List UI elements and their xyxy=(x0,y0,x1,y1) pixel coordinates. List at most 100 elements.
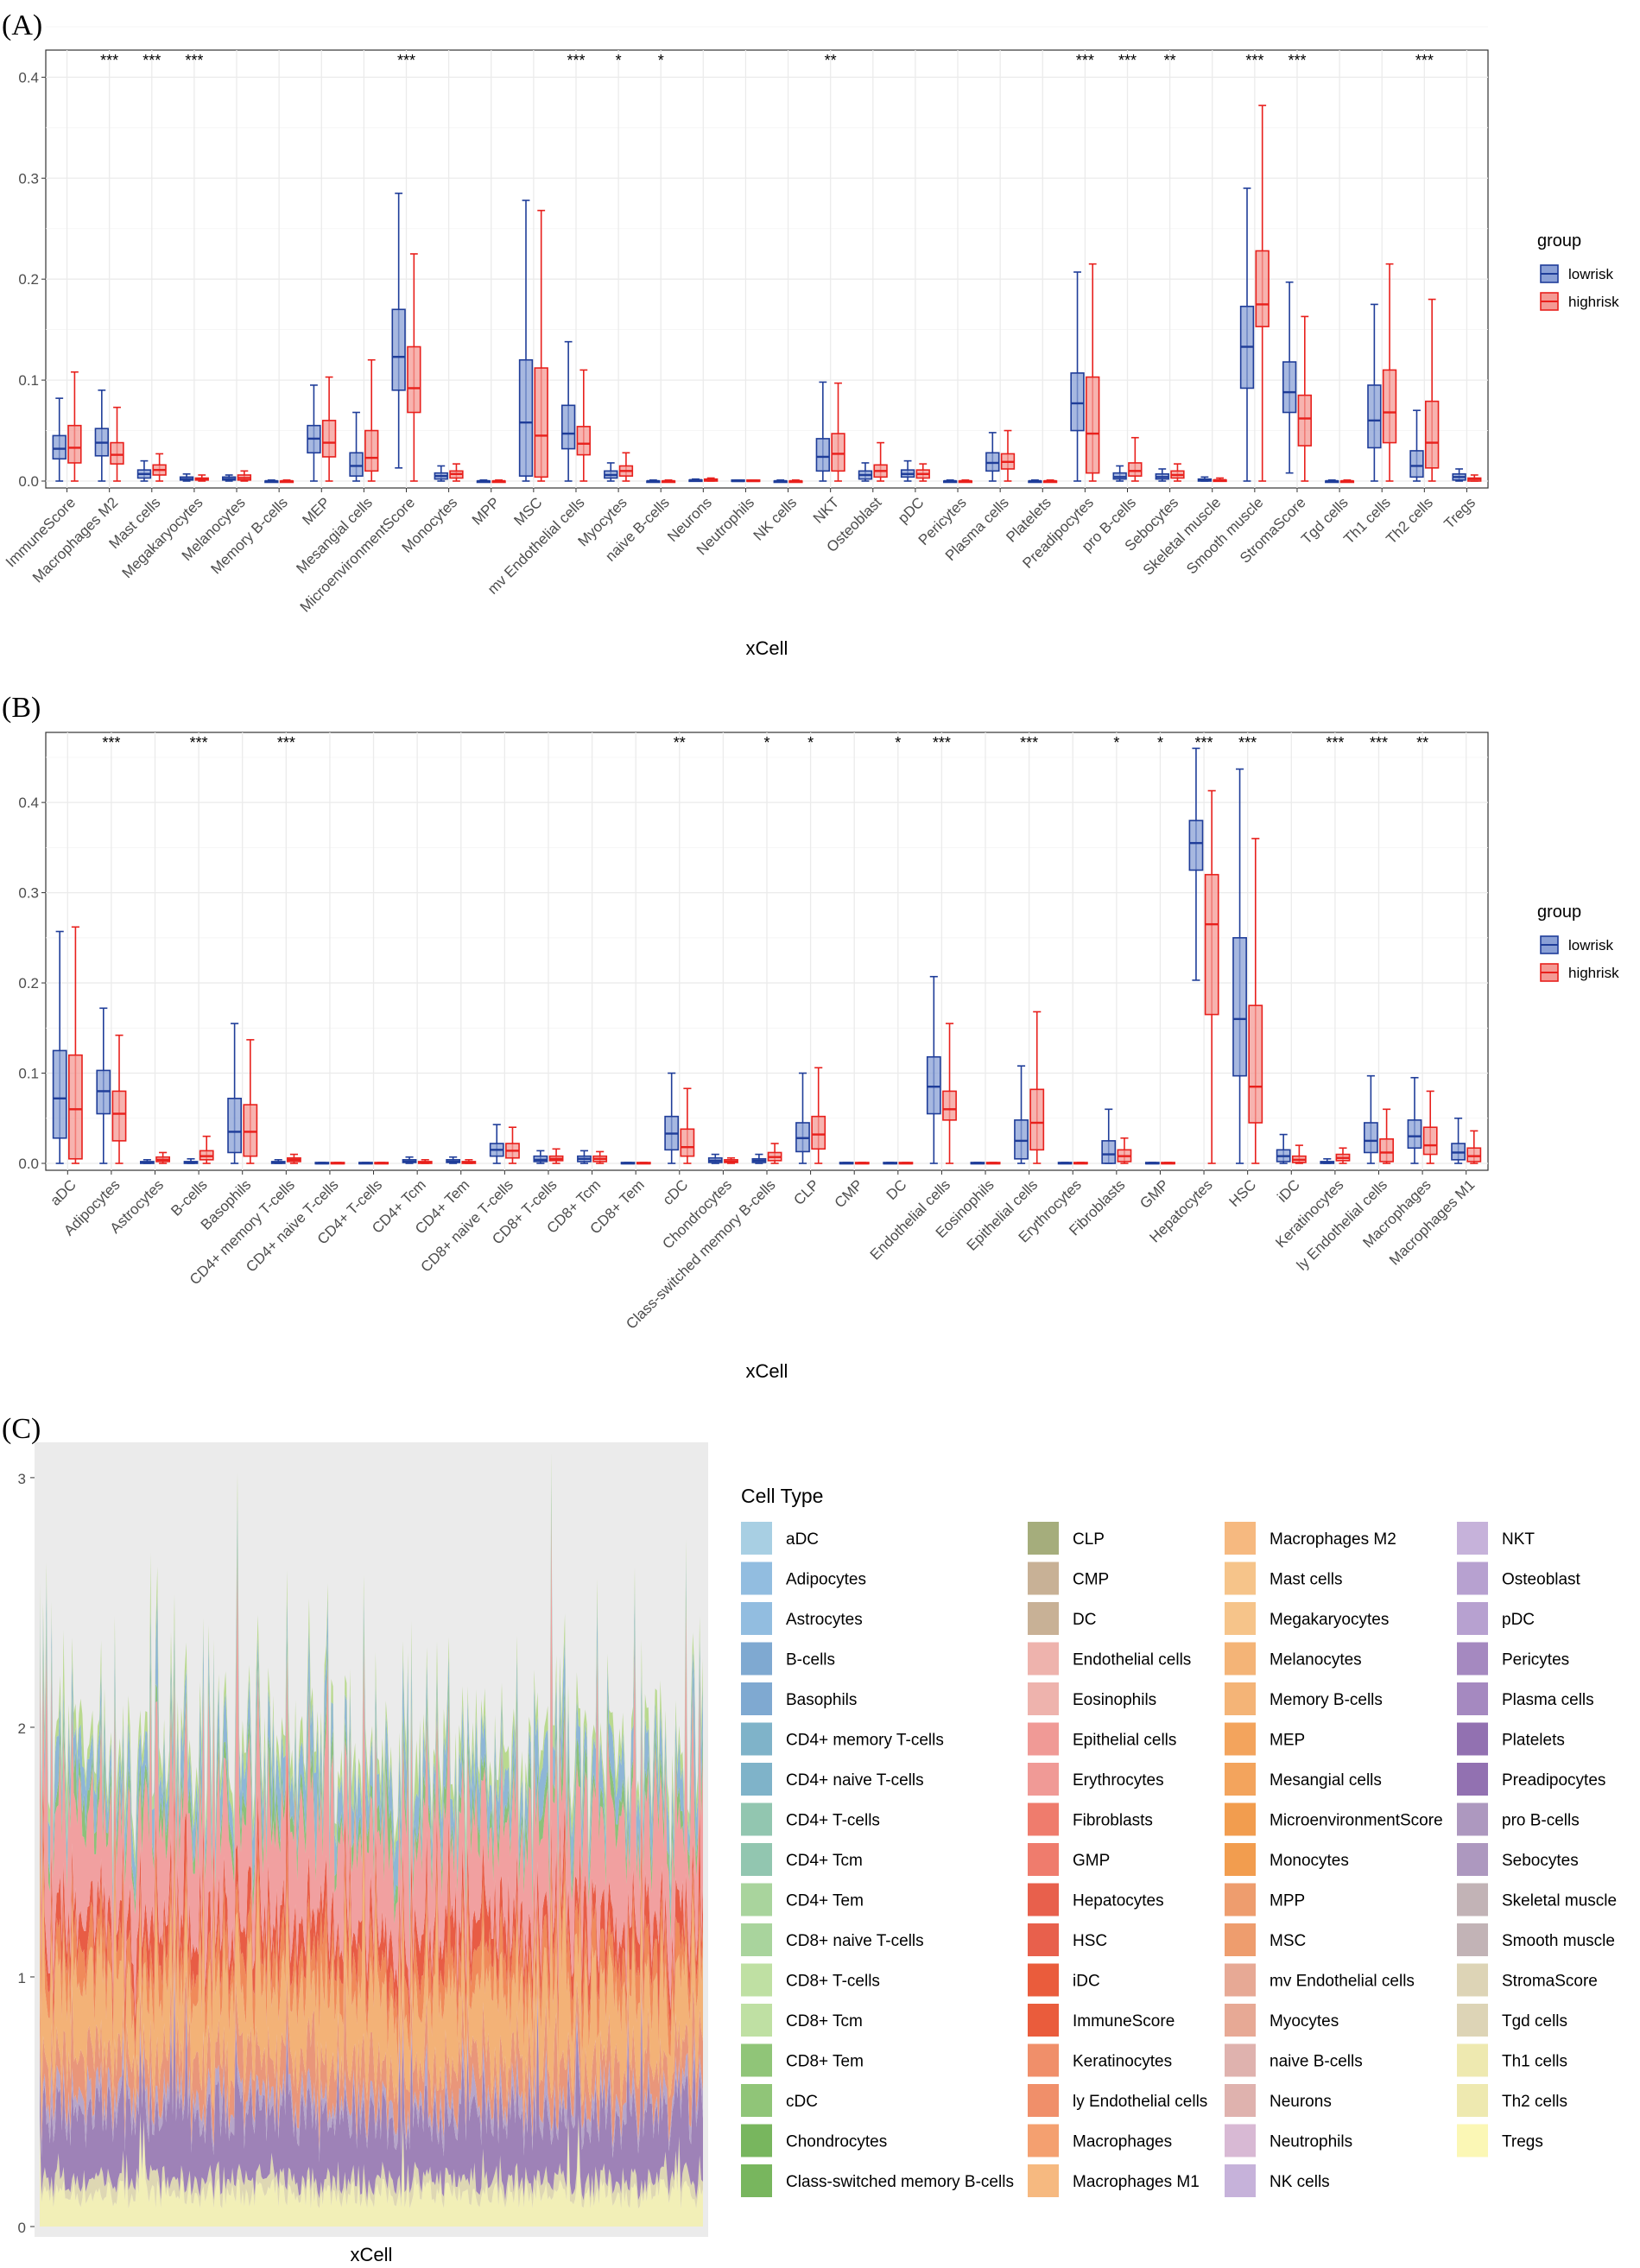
legend-item-label: Tgd cells xyxy=(1502,2012,1567,2030)
box-highrisk xyxy=(636,1162,651,1165)
legend-swatch xyxy=(1225,1602,1256,1635)
legend-swatch xyxy=(741,1763,772,1796)
legend-swatch xyxy=(741,1883,772,1916)
legend-swatch xyxy=(1225,1802,1256,1836)
box-lowrisk xyxy=(1363,1074,1378,1164)
box-lowrisk xyxy=(446,1156,461,1164)
area-band xyxy=(40,1804,703,2121)
legend: group lowrisk highrisk xyxy=(1537,231,1619,311)
legend-swatch xyxy=(741,2164,772,2197)
box-lowrisk xyxy=(1144,1162,1160,1165)
box-highrisk xyxy=(1170,463,1185,482)
box-highrisk xyxy=(985,1162,1001,1165)
box-highrisk xyxy=(1161,1162,1175,1165)
significance-label: * xyxy=(1113,734,1119,751)
legend-item-label: CMP xyxy=(1073,1571,1109,1589)
box-lowrisk xyxy=(773,479,788,484)
legend-item-label: Myocytes xyxy=(1270,2012,1339,2030)
area-band xyxy=(40,1985,703,2201)
box-lowrisk xyxy=(1197,476,1213,482)
y-tick-label: 0.2 xyxy=(18,975,39,991)
area-band xyxy=(40,1506,703,2020)
legend-swatch xyxy=(1225,2124,1256,2157)
x-tick-label: Skeletal muscle xyxy=(1140,494,1225,579)
panel-b: (B)0.00.10.20.30.4aDC***AdipocytesAstroc… xyxy=(2,692,1619,1382)
box-iqr xyxy=(1101,1140,1117,1164)
box-iqr xyxy=(831,433,845,472)
legend-item-label: NKT xyxy=(1502,1530,1535,1549)
x-tick-label: iDC xyxy=(1274,1176,1302,1205)
significance-label: * xyxy=(763,734,769,751)
box-highrisk xyxy=(491,479,506,484)
box-highrisk xyxy=(364,358,379,482)
y-tick-label: 0.1 xyxy=(18,372,39,389)
box-highrisk xyxy=(1467,474,1482,482)
legend-swatch xyxy=(1457,1843,1488,1876)
x-tick-label: B-cells xyxy=(168,1176,211,1220)
box-lowrisk xyxy=(307,384,321,482)
box-lowrisk xyxy=(391,193,406,469)
legend-swatch xyxy=(1225,2004,1256,2037)
legend-item-label: Smooth muscle xyxy=(1502,1932,1615,1950)
box-iqr xyxy=(52,434,66,460)
box-highrisk xyxy=(915,463,930,482)
box-highrisk xyxy=(417,1159,433,1164)
x-tick-label: CMP xyxy=(832,1176,866,1211)
box-highrisk xyxy=(449,463,464,482)
box-lowrisk xyxy=(664,1072,680,1164)
legend-swatch xyxy=(1028,1562,1059,1595)
box-lowrisk xyxy=(926,975,941,1164)
box-lowrisk xyxy=(402,1156,417,1164)
legend-swatch xyxy=(741,1963,772,1997)
legend-swatch xyxy=(1225,1562,1256,1595)
legend-item-label: B-cells xyxy=(786,1651,835,1669)
legend-swatch xyxy=(1225,1963,1256,1997)
legend-swatch xyxy=(1457,1763,1488,1796)
box-lowrisk xyxy=(476,479,491,484)
box-highrisk xyxy=(199,1135,214,1164)
box-iqr xyxy=(407,345,421,414)
box-lowrisk xyxy=(1320,1157,1335,1164)
box-highrisk xyxy=(1379,1108,1394,1164)
x-tick-label: Memory B-cells xyxy=(208,494,291,577)
box-lowrisk xyxy=(1188,747,1204,981)
y-tick-label: 0.3 xyxy=(18,170,39,187)
box-highrisk xyxy=(873,441,888,482)
legend-swatch xyxy=(1225,1843,1256,1876)
box-lowrisk xyxy=(434,465,448,482)
box-iqr xyxy=(1424,400,1440,469)
y-tick-label: 2 xyxy=(18,1720,26,1737)
legend-item-label: CD4+ Tem xyxy=(786,1892,864,1910)
significance-label: *** xyxy=(1238,734,1257,751)
box-lowrisk xyxy=(985,432,1000,482)
legend-item-label: highrisk xyxy=(1568,294,1619,310)
box-lowrisk xyxy=(1101,1108,1117,1164)
x-tick-label: Tregs xyxy=(1441,494,1479,532)
box-iqr xyxy=(1029,1088,1045,1151)
significance-label: *** xyxy=(933,734,951,751)
legend-swatch xyxy=(1457,2043,1488,2077)
significance-label: *** xyxy=(277,734,295,751)
box-highrisk xyxy=(461,1159,477,1164)
area-band xyxy=(40,2113,703,2209)
legend-swatch xyxy=(1028,2124,1059,2157)
legend-item-label: Chondrocytes xyxy=(786,2133,887,2151)
box-lowrisk xyxy=(489,1124,504,1164)
box-iqr xyxy=(534,367,548,478)
legend-swatch xyxy=(1225,2084,1256,2117)
box-iqr xyxy=(576,426,591,456)
significance-label: *** xyxy=(100,52,118,69)
legend-swatch xyxy=(741,2084,772,2117)
box-highrisk xyxy=(661,479,676,484)
legend-swatch xyxy=(1028,1763,1059,1796)
significance-label: *** xyxy=(1118,52,1137,69)
legend-swatch xyxy=(1225,1763,1256,1796)
area-band xyxy=(40,1742,703,2049)
box-lowrisk xyxy=(688,478,703,483)
box-lowrisk xyxy=(731,479,745,483)
legend-item-label: lowrisk xyxy=(1568,266,1613,282)
box-highrisk xyxy=(407,253,421,482)
legend-swatch xyxy=(1457,1602,1488,1635)
box-iqr xyxy=(518,358,534,477)
legend-item-label: Endothelial cells xyxy=(1073,1651,1191,1669)
